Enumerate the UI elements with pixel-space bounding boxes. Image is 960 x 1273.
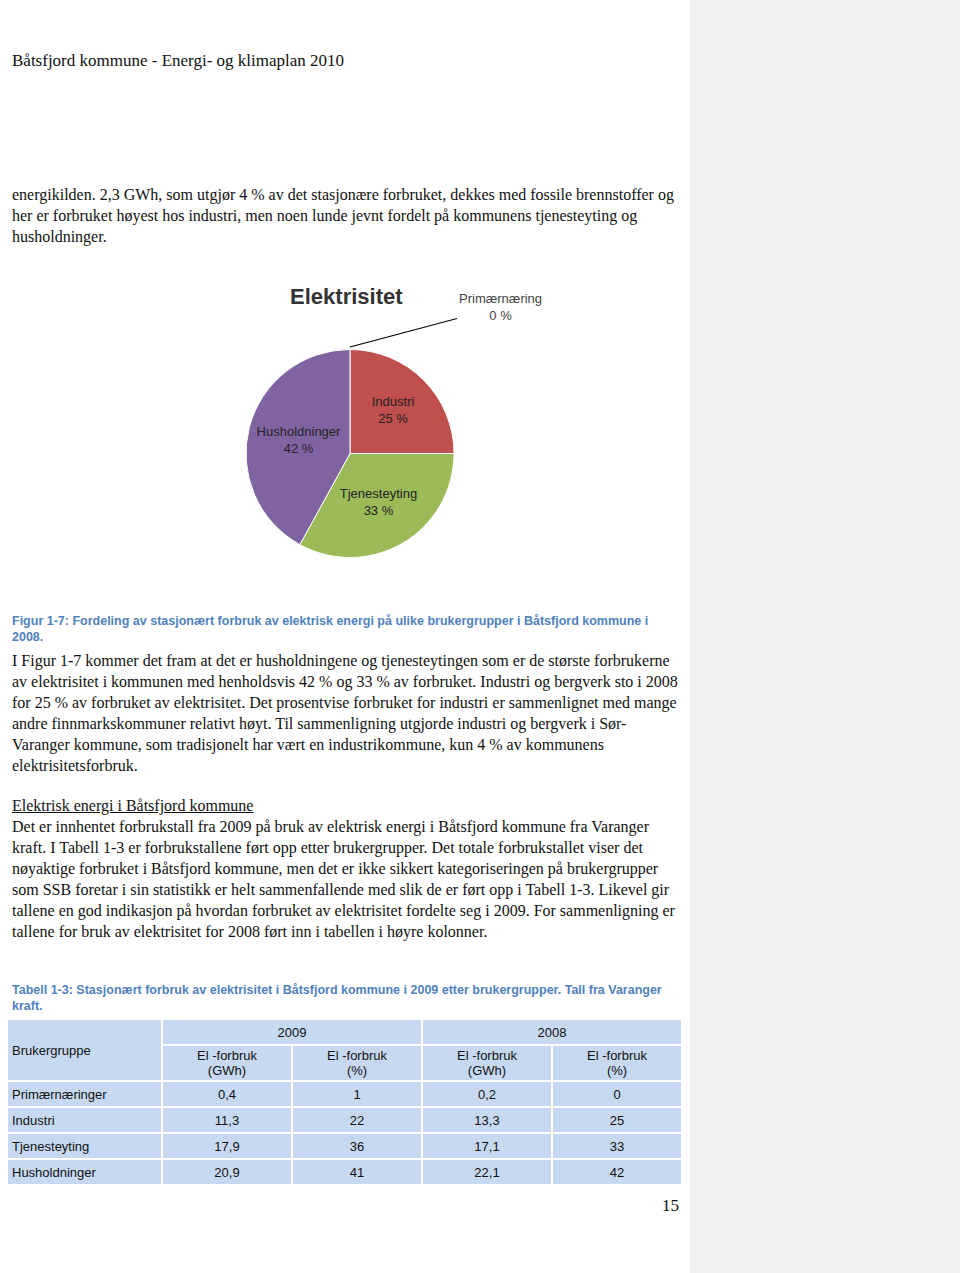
svg-text:Primærnæring0 %: Primærnæring0 % bbox=[459, 291, 542, 323]
html-text:2008: 2008 bbox=[537, 1024, 567, 1040]
svg-text:Industri25 %: Industri25 % bbox=[372, 394, 415, 426]
html-text:energikilden. 2,3 GWh, som utg: energikilden. 2,3 GWh, som utgjør 4 % av… bbox=[12, 186, 674, 245]
html-text:El -forbruk: El -forbruk bbox=[327, 1048, 387, 1063]
html-text:El -forbruk: El -forbruk bbox=[587, 1048, 647, 1063]
html-text:17,9: 17,9 bbox=[214, 1138, 240, 1154]
html-text:Primærnæringer: Primærnæringer bbox=[12, 1086, 107, 1102]
html-text:25: 25 bbox=[609, 1112, 625, 1128]
html-text:Båtsfjord kommune - Energi- og: Båtsfjord kommune - Energi- og klimaplan… bbox=[12, 51, 345, 70]
html-text:I Figur 1-7 kommer det fram at: I Figur 1-7 kommer det fram at det er hu… bbox=[12, 652, 678, 774]
html-text:20,9: 20,9 bbox=[214, 1164, 240, 1180]
html-text:El -forbruk: El -forbruk bbox=[457, 1048, 517, 1063]
html-text:11,3: 11,3 bbox=[214, 1112, 240, 1128]
html-text:(GWh): (GWh) bbox=[207, 1063, 247, 1078]
html-text:Det er innhentet forbrukstall: Det er innhentet forbrukstall fra 2009 p… bbox=[12, 818, 675, 940]
html-text:Brukergruppe: Brukergruppe bbox=[12, 1042, 91, 1058]
html-text:Figur 1-7: Fordeling av stasjo: Figur 1-7: Fordeling av stasjonært forbr… bbox=[12, 614, 649, 644]
html-text:Tabell 1-3: Stasjonært forbruk: Tabell 1-3: Stasjonært forbruk av elektr… bbox=[12, 983, 662, 1013]
svg-text:Husholdninger42 %: Husholdninger42 % bbox=[257, 424, 342, 456]
html-text:Tjenesteyting: Tjenesteyting bbox=[12, 1138, 90, 1154]
html-text:El -forbruk: El -forbruk bbox=[197, 1048, 257, 1063]
html-text:15: 15 bbox=[662, 1196, 679, 1215]
html-text:Industri: Industri bbox=[12, 1112, 55, 1128]
html-text:0,4: 0,4 bbox=[218, 1086, 236, 1102]
html-text:22,1: 22,1 bbox=[474, 1164, 500, 1180]
html-text:33: 33 bbox=[609, 1138, 625, 1154]
html-text:1: 1 bbox=[353, 1086, 361, 1102]
html-text:(GWh): (GWh) bbox=[467, 1063, 507, 1078]
html-text:Elektrisk energi i Båtsfjord k: Elektrisk energi i Båtsfjord kommune bbox=[12, 797, 254, 814]
svg-text:Tjenesteyting33 %: Tjenesteyting33 % bbox=[340, 486, 417, 518]
html-text:0: 0 bbox=[613, 1086, 621, 1102]
html-text:22: 22 bbox=[349, 1112, 365, 1128]
html-text:41: 41 bbox=[349, 1164, 365, 1180]
svg-text:Elektrisitet: Elektrisitet bbox=[290, 284, 403, 309]
html-text:Husholdninger: Husholdninger bbox=[12, 1164, 96, 1180]
html-text:2009: 2009 bbox=[277, 1024, 307, 1040]
html-text:13,3: 13,3 bbox=[474, 1112, 500, 1128]
html-text:17,1: 17,1 bbox=[474, 1138, 500, 1154]
html-text:36: 36 bbox=[349, 1138, 365, 1154]
html-text:0,2: 0,2 bbox=[478, 1086, 496, 1102]
html-text:42: 42 bbox=[609, 1164, 625, 1180]
